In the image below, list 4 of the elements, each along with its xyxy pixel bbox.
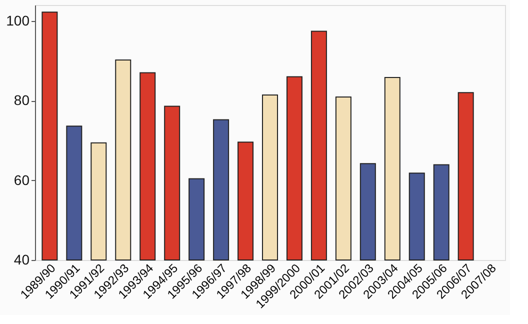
y-tick-label: 60 [14,172,30,188]
y-tick-label: 80 [14,92,30,108]
y-tick-label: 100 [6,12,30,28]
y-tick-label: 40 [14,252,30,268]
